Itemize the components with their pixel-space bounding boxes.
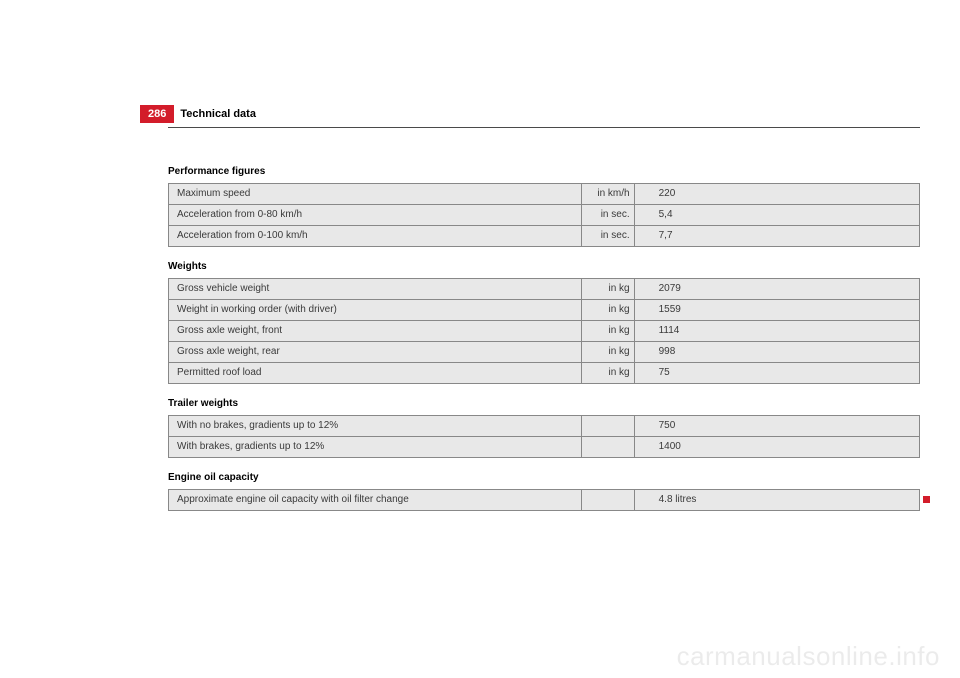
row-value: 220	[634, 184, 919, 205]
row-unit: in kg	[582, 300, 635, 321]
row-label: Weight in working order (with driver)	[169, 300, 582, 321]
weights-table: Gross vehicle weight in kg 2079 Weight i…	[168, 278, 920, 384]
row-value: 998	[634, 342, 919, 363]
row-label: With no brakes, gradients up to 12%	[169, 416, 582, 437]
row-label: Acceleration from 0-100 km/h	[169, 226, 582, 247]
table-row: Permitted roof load in kg 75	[169, 363, 920, 384]
trailer-block: Trailer weights With no brakes, gradient…	[168, 398, 920, 458]
page-content: 286 Technical data Performance figures M…	[0, 0, 960, 511]
row-unit	[582, 437, 635, 458]
table-row: Gross vehicle weight in kg 2079	[169, 279, 920, 300]
table-row: Acceleration from 0-80 km/h in sec. 5,4	[169, 205, 920, 226]
row-label: Maximum speed	[169, 184, 582, 205]
row-label: Gross axle weight, rear	[169, 342, 582, 363]
row-value: 750	[634, 416, 919, 437]
row-label: Gross vehicle weight	[169, 279, 582, 300]
oil-heading: Engine oil capacity	[168, 472, 920, 483]
table-row: Acceleration from 0-100 km/h in sec. 7,7	[169, 226, 920, 247]
oil-block: Engine oil capacity Approximate engine o…	[168, 472, 920, 511]
row-label: Approximate engine oil capacity with oil…	[169, 490, 582, 511]
row-unit: in kg	[582, 279, 635, 300]
row-label: With brakes, gradients up to 12%	[169, 437, 582, 458]
performance-heading: Performance figures	[168, 166, 920, 177]
row-value: 75	[634, 363, 919, 384]
row-value: 7,7	[634, 226, 919, 247]
table-row: With no brakes, gradients up to 12% 750	[169, 416, 920, 437]
section-title: Technical data	[180, 108, 256, 120]
watermark-text: carmanualsonline.info	[677, 641, 940, 672]
row-value: 4.8 litres	[634, 490, 919, 511]
performance-block: Performance figures Maximum speed in km/…	[168, 166, 920, 247]
row-unit: in sec.	[582, 226, 635, 247]
row-label: Acceleration from 0-80 km/h	[169, 205, 582, 226]
weights-block: Weights Gross vehicle weight in kg 2079 …	[168, 261, 920, 384]
page-number-badge: 286	[140, 105, 174, 123]
table-row: Maximum speed in km/h 220	[169, 184, 920, 205]
table-row: Approximate engine oil capacity with oil…	[169, 490, 920, 511]
row-unit: in kg	[582, 363, 635, 384]
row-unit: in kg	[582, 321, 635, 342]
row-value: 2079	[634, 279, 919, 300]
table-row: Weight in working order (with driver) in…	[169, 300, 920, 321]
header-rule	[168, 127, 920, 128]
section-end-marker-icon	[923, 496, 930, 503]
trailer-table: With no brakes, gradients up to 12% 750 …	[168, 415, 920, 458]
row-unit: in kg	[582, 342, 635, 363]
row-value: 5,4	[634, 205, 919, 226]
table-row: Gross axle weight, front in kg 1114	[169, 321, 920, 342]
trailer-heading: Trailer weights	[168, 398, 920, 409]
table-row: Gross axle weight, rear in kg 998	[169, 342, 920, 363]
oil-table: Approximate engine oil capacity with oil…	[168, 489, 920, 511]
row-unit	[582, 490, 635, 511]
row-label: Permitted roof load	[169, 363, 582, 384]
row-value: 1400	[634, 437, 919, 458]
row-unit: in km/h	[582, 184, 635, 205]
row-unit	[582, 416, 635, 437]
page-header: 286 Technical data	[40, 105, 920, 123]
row-unit: in sec.	[582, 205, 635, 226]
row-label: Gross axle weight, front	[169, 321, 582, 342]
table-row: With brakes, gradients up to 12% 1400	[169, 437, 920, 458]
weights-heading: Weights	[168, 261, 920, 272]
performance-table: Maximum speed in km/h 220 Acceleration f…	[168, 183, 920, 247]
row-value: 1114	[634, 321, 919, 342]
row-value: 1559	[634, 300, 919, 321]
